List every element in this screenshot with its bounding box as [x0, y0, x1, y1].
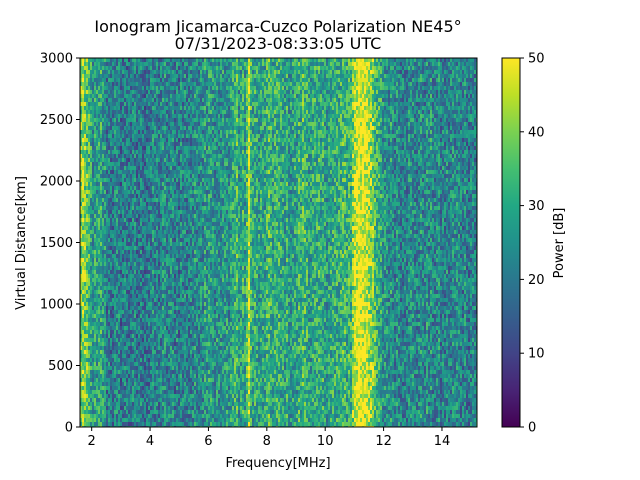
y-axis-ticks: 0 500 1000 1500 2000 2500 3000 — [40, 52, 80, 436]
heatmap-area — [80, 58, 477, 427]
chart-title: Ionogram Jicamarca-Cuzco Polarization NE… — [94, 17, 461, 36]
colorbar-frame — [501, 57, 521, 428]
y-tick-label: 0 — [65, 421, 73, 436]
y-tick-label: 2000 — [40, 175, 73, 190]
y-axis-label: Virtual Distance[km] — [14, 176, 29, 310]
colorbar-tick-label: 40 — [528, 125, 545, 140]
y-tick-label: 500 — [48, 359, 73, 374]
colorbar-tick-label: 0 — [528, 421, 536, 436]
x-tick-label: 10 — [317, 434, 334, 449]
x-tick-label: 6 — [204, 434, 212, 449]
colorbar-ticks: 0 10 20 30 40 50 — [520, 52, 545, 436]
x-axis-label: Frequency[MHz] — [225, 456, 330, 471]
y-tick-label: 1500 — [40, 236, 73, 251]
y-tick-label: 1000 — [40, 298, 73, 313]
colorbar-tick-label: 30 — [528, 199, 545, 214]
colorbar-tick-label: 10 — [528, 347, 545, 362]
y-tick-label: 3000 — [40, 52, 73, 67]
colorbar-tick-label: 50 — [528, 52, 545, 67]
colorbar-label: Power [dB] — [552, 208, 567, 279]
x-tick-label: 8 — [263, 434, 271, 449]
x-tick-label: 2 — [88, 434, 96, 449]
x-tick-label: 14 — [434, 434, 451, 449]
y-tick-label: 2500 — [40, 113, 73, 128]
x-tick-label: 12 — [375, 434, 392, 449]
colorbar-tick-label: 20 — [528, 273, 545, 288]
x-tick-label: 4 — [146, 434, 154, 449]
x-axis-ticks: 2 4 6 8 10 12 14 — [88, 427, 451, 449]
colorbar — [502, 58, 520, 427]
chart-subtitle: 07/31/2023-08:33:05 UTC — [175, 34, 382, 53]
